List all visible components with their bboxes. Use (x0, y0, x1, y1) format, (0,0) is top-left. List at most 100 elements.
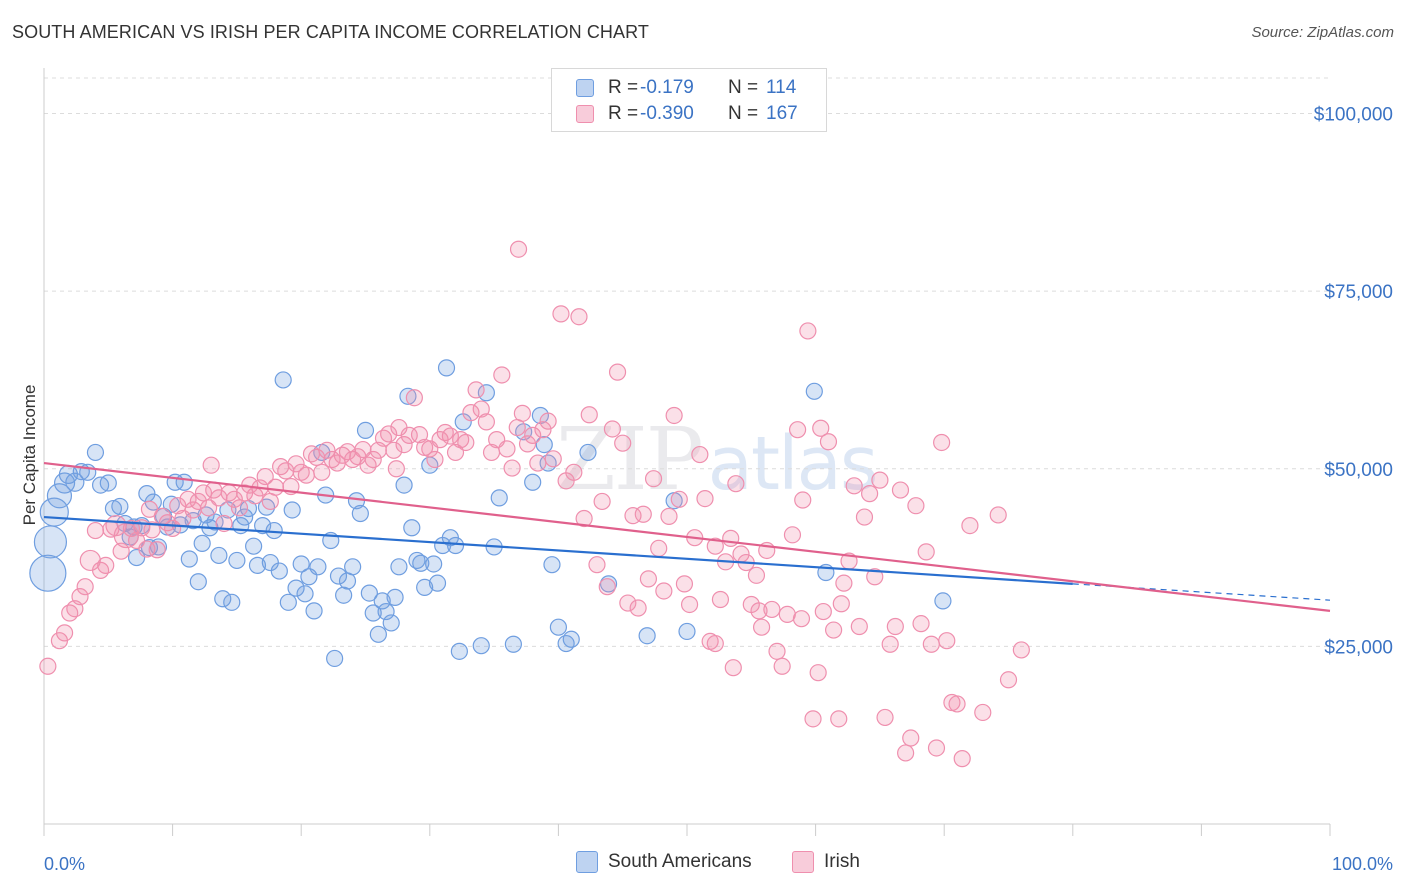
data-point (270, 562, 288, 580)
data-point (961, 516, 979, 535)
data-point (405, 389, 423, 407)
data-point (608, 363, 627, 381)
data-point (750, 602, 768, 620)
data-point (866, 568, 884, 586)
bottom-legend-swatch-south-americans (576, 851, 598, 873)
data-point (593, 492, 611, 511)
data-point (897, 744, 915, 762)
data-point (236, 508, 254, 526)
data-point (675, 575, 694, 593)
data-point (814, 602, 832, 621)
data-point (86, 521, 105, 540)
data-point (711, 590, 730, 609)
zipatlas-watermark: ZIPatlas (556, 410, 878, 510)
correlation-legend: R = -0.179 N = 114 R = -0.390 N = 167 (551, 68, 827, 132)
data-point (534, 421, 552, 439)
legend-n-value: 167 (766, 103, 798, 124)
data-point (326, 649, 344, 668)
data-point (876, 708, 894, 727)
data-point (143, 521, 161, 539)
data-point (588, 556, 606, 574)
y-tick-label: $75,000 (1324, 282, 1393, 303)
data-point (794, 491, 812, 509)
data-point (425, 555, 443, 573)
data-point (450, 642, 468, 660)
watermark-zip: ZIP (556, 410, 704, 510)
data-point (210, 546, 228, 565)
data-point (380, 425, 398, 443)
bottom-legend-swatch-irish (792, 851, 814, 873)
data-point (835, 574, 853, 592)
data-point (579, 443, 597, 462)
data-point (907, 497, 925, 515)
data-point (639, 570, 658, 588)
data-point (111, 497, 129, 516)
data-point (230, 499, 249, 517)
data-point (706, 634, 724, 653)
data-point (364, 604, 382, 622)
data-point (752, 618, 771, 636)
bottom-legend-irish: Irish (792, 851, 860, 873)
data-point (441, 427, 459, 445)
data-point (360, 584, 378, 602)
data-point (412, 554, 430, 572)
trend-line (43, 461, 1331, 612)
legend-r-label: R = (608, 103, 639, 124)
data-point (855, 508, 874, 526)
data-point (446, 536, 465, 555)
data-point (200, 499, 218, 517)
data-point (33, 525, 68, 559)
data-point (71, 588, 89, 606)
data-points (29, 240, 1030, 768)
data-point (313, 463, 331, 481)
data-point (948, 695, 966, 713)
axis-labels: $25,000 $50,000 $75,000 $100,000 0.0% 100.0% P… (20, 105, 1393, 874)
data-point (706, 537, 724, 555)
data-point (382, 614, 400, 632)
data-point (680, 595, 699, 614)
data-point (886, 617, 904, 636)
data-point (603, 420, 622, 438)
data-point (395, 476, 413, 494)
legend-n-label: N = (728, 103, 759, 124)
data-point (338, 572, 357, 590)
data-point (426, 450, 444, 469)
data-point (819, 433, 838, 451)
data-point (292, 463, 310, 481)
data-point (194, 484, 213, 502)
data-point (283, 501, 301, 519)
data-point (228, 551, 246, 570)
legend-swatch-south-americans (576, 79, 594, 97)
data-point (861, 485, 879, 503)
data-point (46, 483, 73, 509)
data-point (498, 440, 516, 458)
data-point (225, 490, 243, 508)
data-point (724, 659, 742, 677)
data-point (665, 406, 683, 425)
data-point (245, 537, 263, 555)
data-point (747, 566, 766, 584)
data-point (535, 436, 553, 454)
data-point (189, 492, 207, 511)
data-point (644, 470, 663, 488)
legend-n-value: 114 (766, 77, 797, 98)
data-point (462, 404, 480, 422)
data-point (934, 592, 952, 610)
data-point (274, 371, 292, 389)
data-point (446, 443, 465, 462)
data-point (917, 543, 935, 561)
data-point (614, 434, 632, 452)
data-point (938, 632, 956, 650)
data-point (670, 490, 688, 508)
data-point (812, 419, 830, 437)
y-axis-label: Per Capita Income (20, 385, 39, 526)
legend-r-value: -0.390 (640, 103, 694, 124)
data-point (97, 556, 115, 574)
data-point (344, 450, 362, 469)
data-point (373, 592, 391, 610)
data-point (773, 657, 791, 675)
data-point (297, 466, 315, 484)
legend-n-label: N = (728, 77, 759, 98)
x-tick-label-min: 0.0% (44, 854, 85, 874)
